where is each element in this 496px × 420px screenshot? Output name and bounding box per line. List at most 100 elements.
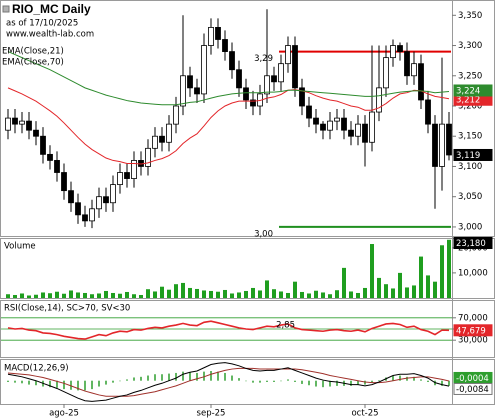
volume-bar xyxy=(153,291,157,298)
macd-histogram-bar xyxy=(189,372,191,381)
volume-bar xyxy=(342,267,346,298)
macd-histogram-bar xyxy=(427,380,429,382)
volume-bar xyxy=(433,281,437,298)
candle-body xyxy=(278,63,284,83)
candle-body xyxy=(222,39,228,52)
value-label: 47,679 xyxy=(456,326,486,336)
macd-histogram-bar xyxy=(91,380,93,390)
volume-bar xyxy=(69,290,73,298)
volume-bar xyxy=(314,290,318,298)
candle-body xyxy=(166,123,172,143)
candle-body xyxy=(61,172,67,192)
macd-histogram-bar xyxy=(217,371,219,381)
volume-bar xyxy=(195,288,199,298)
macd-panel xyxy=(0,359,495,405)
volume-bar xyxy=(111,292,115,298)
macd-histogram-bar xyxy=(266,380,268,382)
macd-histogram-bar xyxy=(49,380,51,388)
macd-histogram-bar xyxy=(238,378,240,381)
macd-histogram-bar xyxy=(133,377,135,381)
candle-body xyxy=(285,45,291,65)
panel-title: RSI(Close,14), SC>70, SV<30 xyxy=(4,304,130,314)
volume-bar xyxy=(34,294,38,298)
value-label: 3,119 xyxy=(456,151,480,161)
x-tick-label: ago-25 xyxy=(49,409,79,419)
macd-histogram-bar xyxy=(7,380,9,382)
macd-histogram-bar xyxy=(378,380,380,381)
macd-histogram-bar xyxy=(245,380,247,382)
volume-bar xyxy=(27,295,31,298)
candle-body xyxy=(19,120,25,125)
macd-histogram-bar xyxy=(357,380,359,385)
candle-body xyxy=(250,99,256,107)
value-label: -0,0004 xyxy=(456,374,489,384)
candle-body xyxy=(320,123,326,131)
candle-body xyxy=(439,123,445,167)
rsi-line xyxy=(7,320,450,340)
volume-bar xyxy=(349,291,353,298)
y-tick-label: 3,050 xyxy=(458,192,482,202)
candle-body xyxy=(446,123,452,156)
candle-body xyxy=(327,120,333,131)
candle-body xyxy=(348,129,354,137)
x-tick-label: oct-25 xyxy=(351,409,378,419)
volume-bar xyxy=(426,275,430,298)
rsi-panel xyxy=(0,300,495,358)
y-tick-label: 70,000 xyxy=(458,313,488,323)
candle-body xyxy=(117,172,123,186)
macd-histogram-bar xyxy=(126,379,128,381)
macd-histogram-bar xyxy=(210,371,212,381)
candle-body xyxy=(236,69,242,89)
volume-bar xyxy=(97,293,101,298)
volume-bar xyxy=(132,294,136,298)
value-label: 23,180 xyxy=(456,239,486,249)
volume-bar xyxy=(356,292,360,298)
candle-body xyxy=(82,214,88,222)
candle-body xyxy=(355,123,361,137)
macd-histogram-bar xyxy=(371,380,373,383)
macd-histogram-bar xyxy=(196,372,198,381)
macd-histogram-bar xyxy=(259,380,261,383)
candle-body xyxy=(264,75,270,95)
y-tick-label: 3,200 xyxy=(458,102,482,112)
panel-title: Volume xyxy=(4,242,36,252)
candle-body xyxy=(68,190,74,204)
macd-histogram-bar xyxy=(21,380,23,384)
volume-bar xyxy=(6,294,10,298)
candle-body xyxy=(341,117,347,131)
price-panel xyxy=(0,0,495,237)
candle-body xyxy=(418,63,424,101)
y-tick-label: 10,000 xyxy=(458,268,488,278)
volume-bar xyxy=(139,294,143,298)
candle-body xyxy=(313,117,319,125)
chart-title: RIO_MC Daily xyxy=(12,2,91,16)
macd-histogram-bar xyxy=(231,375,233,381)
volume-bar xyxy=(265,280,269,298)
legend-entry: EMA(Close,70) xyxy=(2,58,64,68)
level-label: 3,00 xyxy=(254,229,273,239)
candle-body xyxy=(376,87,382,113)
candle-body xyxy=(5,117,11,131)
y-tick-label: 3,350 xyxy=(458,11,482,21)
macd-histogram-bar xyxy=(315,380,317,387)
macd-histogram-bar xyxy=(112,380,114,383)
value-label-box xyxy=(453,237,493,249)
volume-bar xyxy=(307,293,311,298)
candle-body xyxy=(404,51,410,77)
candle-body xyxy=(306,105,312,119)
volume-bar xyxy=(286,292,290,298)
volume-bar xyxy=(83,292,87,298)
volume-bar xyxy=(335,290,339,298)
candle-body xyxy=(40,135,46,155)
volume-bar xyxy=(62,293,66,298)
macd-histogram-bar xyxy=(441,380,443,386)
volume-bar xyxy=(279,291,283,298)
volume-bar xyxy=(181,282,185,298)
volume-bar xyxy=(188,287,192,298)
volume-bar xyxy=(377,277,381,298)
macd-histogram-bar xyxy=(70,380,72,390)
macd-histogram-bar xyxy=(392,375,394,381)
candle-body xyxy=(299,87,305,107)
legend-entry: EMA(Close,21) xyxy=(2,47,64,57)
value-label-box xyxy=(453,382,493,395)
